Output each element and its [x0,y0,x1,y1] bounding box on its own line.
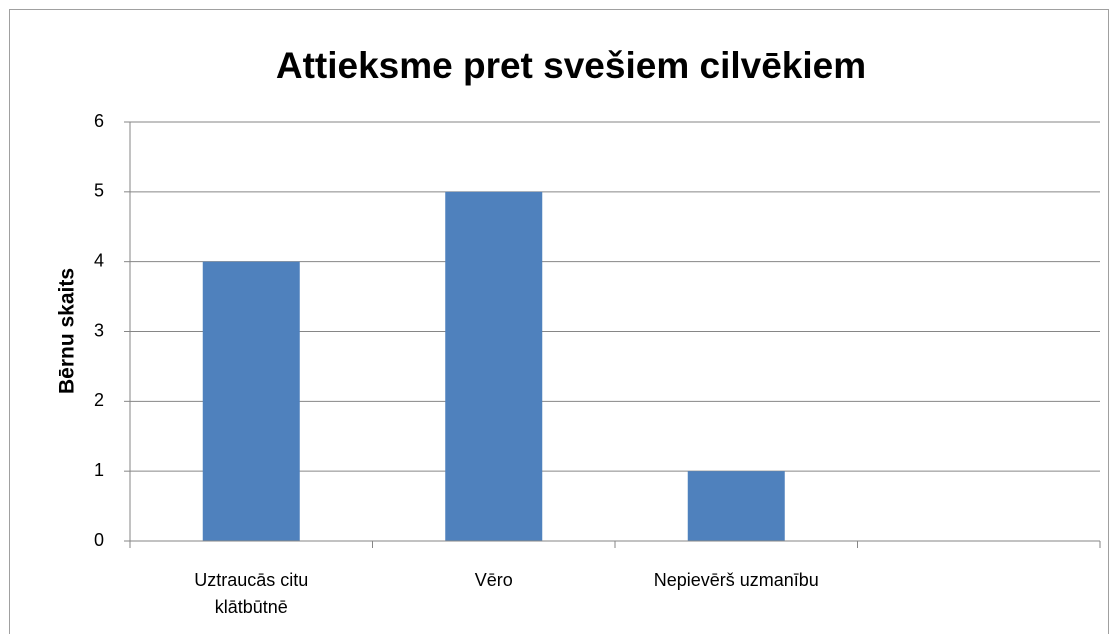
y-tick-label: 3 [94,320,104,340]
bar [687,471,785,541]
bar [202,261,300,541]
y-tick-label: 5 [94,181,104,201]
bar [445,191,543,542]
y-tick-label: 0 [94,530,104,550]
y-tick-label: 2 [94,390,104,410]
x-tick-label: Vēro [474,570,513,590]
y-axis-label: Bērnu skaits [56,268,79,394]
x-tick-label: Uztraucās citu klātbūtnē [194,570,309,617]
y-tick-label: 1 [94,460,104,480]
y-tick-label: 6 [94,111,104,131]
x-tick-label: Nepievērš uzmanību [653,570,819,590]
chart-frame [9,9,1109,634]
chart-title: Attieksme pret svešiem cilvēkiem [276,45,866,86]
y-tick-label: 4 [94,250,104,270]
